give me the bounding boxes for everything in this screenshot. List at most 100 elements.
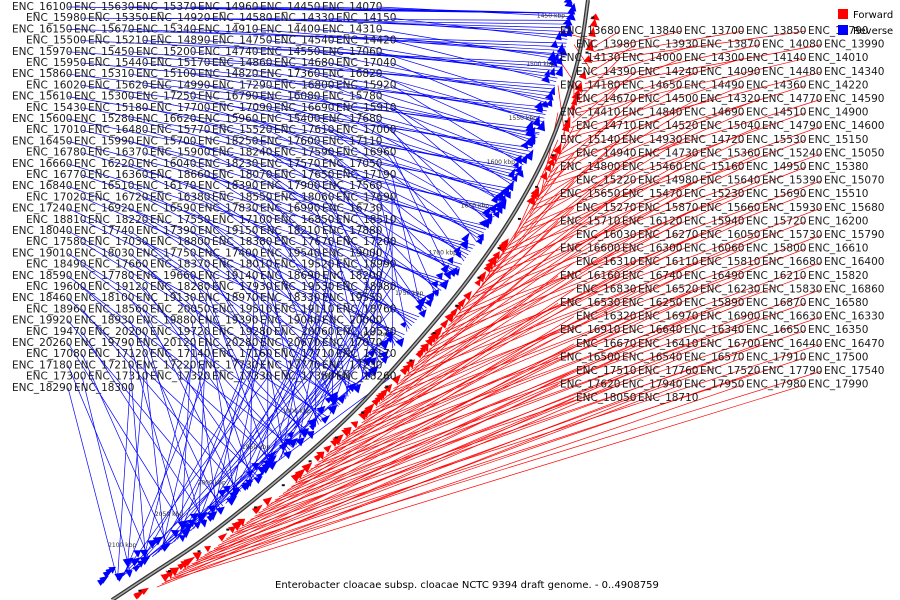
forward-leader-line	[200, 370, 637, 559]
legend-forward-label: Forward	[853, 10, 893, 21]
forward-leader-line	[238, 343, 699, 530]
reverse-gene-arrow	[532, 115, 541, 127]
reverse-gene-arrow	[550, 40, 559, 49]
forward-leader-line	[291, 302, 807, 487]
forward-leader-line	[471, 166, 807, 298]
forward-gene-label: ENC_14510	[746, 107, 806, 119]
reverse-leader-line	[171, 342, 379, 545]
reverse-gene-label: ENC_18210	[260, 225, 320, 237]
forward-gene-label: ENC_14720	[684, 134, 744, 146]
reverse-gene-label: ENC_18290	[12, 382, 72, 394]
reverse-leader-line	[136, 365, 317, 568]
forward-gene-label: ENC_15230	[684, 188, 744, 200]
forward-gene-label: ENC_16640	[622, 324, 682, 336]
reverse-gene-arrow	[124, 569, 133, 578]
reverse-leader-line	[267, 85, 527, 159]
reverse-gene-label: ENC_17830	[198, 203, 258, 215]
reverse-gene-label: ENC_17140	[150, 348, 210, 360]
reverse-gene-label: ENC_17740	[74, 225, 134, 237]
forward-gene-label: ENC_14130	[560, 52, 620, 64]
reverse-leader-line	[191, 51, 553, 93]
reverse-gene-arrow	[497, 199, 507, 210]
forward-leader-line	[484, 166, 559, 281]
reverse-gene-label: ENC_15280	[74, 113, 134, 125]
reverse-leader-line	[129, 141, 473, 249]
genome-backbone	[110, 0, 590, 600]
reverse-gene-label: ENC_18970	[198, 292, 258, 304]
reverse-gene-arrow	[316, 405, 326, 415]
reverse-gene-arrow	[548, 67, 555, 76]
reverse-leader-line	[207, 320, 379, 519]
forward-leader-line	[349, 261, 823, 435]
reverse-gene-arrow	[567, 5, 576, 15]
reverse-leader-line	[67, 73, 541, 130]
reverse-gene-arrow	[454, 251, 462, 259]
forward-gene-arrow	[544, 163, 552, 172]
reverse-gene-arrow	[328, 395, 339, 406]
forward-leader-line	[546, 98, 761, 183]
reverse-gene-label: ENC_19010	[12, 247, 72, 259]
forward-gene-arrow	[358, 410, 369, 421]
reverse-leader-line	[67, 365, 150, 559]
reverse-gene-arrow	[453, 267, 460, 276]
forward-gene-label: ENC_16270	[638, 229, 698, 241]
reverse-gene-arrow	[476, 235, 484, 245]
forward-gene-arrow	[383, 383, 393, 393]
reverse-gene-arrow	[152, 536, 163, 546]
forward-gene-label: ENC_14000	[622, 52, 682, 64]
reverse-leader-line	[126, 376, 145, 574]
reverse-gene-arrow	[564, 20, 572, 30]
gene-features	[97, 0, 600, 600]
reverse-leader-line	[246, 298, 317, 487]
forward-gene-label: ENC_15890	[684, 297, 744, 309]
forward-gene-label: ENC_14340	[824, 66, 884, 78]
marker-dash	[226, 528, 230, 531]
reverse-gene-label: ENC_16040	[136, 158, 196, 170]
marker-dash	[551, 154, 555, 157]
forward-gene-label: ENC_15390	[762, 175, 822, 187]
reverse-gene-label: ENC_19920	[12, 315, 72, 327]
reverse-leader-line	[67, 208, 390, 352]
reverse-leader-line	[205, 197, 400, 341]
reverse-gene-label: ENC_18300	[74, 382, 134, 394]
reverse-gene-label: ENC_17240	[12, 203, 72, 215]
forward-gene-label: ENC_15690	[746, 188, 806, 200]
reverse-leader-line	[315, 230, 349, 397]
reverse-leader-line	[377, 96, 514, 186]
forward-gene-label: ENC_14240	[638, 66, 698, 78]
reverse-leader-line	[253, 230, 352, 394]
scale-tick-label: 1650 kbp	[461, 203, 489, 210]
forward-gene-label: ENC_15460	[622, 161, 682, 173]
forward-leader-line	[557, 85, 745, 160]
reverse-leader-line	[391, 129, 478, 243]
reverse-gene-label: ENC_14750	[212, 35, 272, 47]
forward-gene-label: ENC_16540	[622, 351, 682, 363]
reverse-gene-label: ENC_17020	[26, 191, 86, 203]
forward-gene-arrow	[590, 13, 600, 21]
reverse-gene-label: ENC_15860	[12, 68, 72, 80]
forward-gene-label: ENC_15710	[560, 215, 620, 227]
reverse-gene-label: ENC_17070	[322, 337, 382, 349]
forward-gene-label: ENC_16160	[560, 270, 620, 282]
reverse-gene-label: ENC_17320	[150, 371, 210, 383]
reverse-leader-line	[129, 208, 388, 355]
reverse-gene-arrow	[222, 485, 231, 494]
scale-tick-label: 1800 kbp	[360, 331, 388, 338]
forward-gene-label: ENC_16530	[560, 297, 620, 309]
reverse-leader-line	[67, 320, 224, 507]
reverse-gene-arrow	[229, 489, 241, 500]
forward-gene-label: ENC_13680	[560, 25, 620, 37]
reverse-gene-label: ENC_17930	[212, 281, 272, 293]
reverse-gene-arrow	[324, 396, 333, 404]
forward-gene-label: ENC_14140	[746, 52, 806, 64]
reverse-gene-arrow	[386, 336, 393, 343]
forward-leader-line	[368, 248, 807, 416]
forward-gene-label: ENC_16910	[560, 324, 620, 336]
reverse-gene-label: ENC_16170	[136, 180, 196, 192]
reverse-gene-label: ENC_18810	[26, 214, 86, 226]
forward-gene-label: ENC_17500	[808, 351, 868, 363]
forward-gene-arrow	[290, 473, 301, 483]
forward-gene-label: ENC_17520	[700, 365, 760, 377]
reverse-gene-arrow	[520, 141, 529, 150]
reverse-leader-line	[315, 141, 467, 259]
